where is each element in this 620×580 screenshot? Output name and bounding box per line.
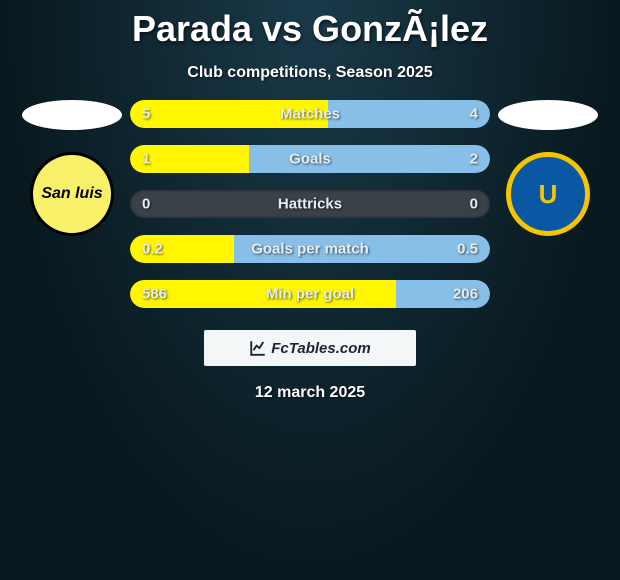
left-badge-text: San luis — [41, 185, 102, 203]
stat-bar: 0 0 Hattricks — [130, 190, 490, 218]
right-club-badge: U — [506, 152, 590, 236]
right-side: U — [498, 100, 598, 236]
bar-fill-right — [249, 145, 490, 173]
right-badge-text: U — [539, 180, 558, 209]
stat-bar: 5 4 Matches — [130, 100, 490, 128]
left-club-badge: San luis — [30, 152, 114, 236]
bar-fill-left — [130, 280, 396, 308]
stat-bars: 5 4 Matches 1 2 Goals 0 0 Hattricks 0.2 0.5 Goals p… — [130, 100, 490, 308]
bar-value-right: 0 — [470, 196, 478, 213]
date-text: 12 march 2025 — [0, 384, 620, 402]
chart-icon — [249, 339, 267, 357]
bar-value-right: 2 — [470, 151, 478, 168]
comparison-row: San luis 54Matches12Goals00Hattricks0.20… — [0, 100, 620, 308]
bar-value-left: 5 — [142, 106, 150, 123]
bar-label: Matches — [280, 106, 340, 123]
brand-box: FcTables.com — [204, 330, 416, 366]
stat-bar: 1 2 Goals — [130, 145, 490, 173]
bar-value-left: 586 — [142, 286, 167, 303]
bar-value-right: 4 — [470, 106, 478, 123]
bar-label: Goals per match — [251, 241, 369, 258]
subtitle: Club competitions, Season 2025 — [0, 64, 620, 82]
left-name-pill — [22, 100, 122, 130]
right-name-pill — [498, 100, 598, 130]
bar-label: Min per goal — [266, 286, 354, 303]
page-title: Parada vs GonzÃ¡lez — [0, 0, 620, 50]
bar-label: Hattricks — [278, 196, 342, 213]
bar-value-right: 0.5 — [457, 241, 478, 258]
brand-label: FcTables.com — [271, 340, 370, 357]
bar-value-right: 206 — [453, 286, 478, 303]
bar-value-left: 0 — [142, 196, 150, 213]
bar-value-left: 0.2 — [142, 241, 163, 258]
bar-fill-right — [328, 100, 490, 128]
left-side: San luis — [22, 100, 122, 236]
stat-bar: 586 206 Min per goal — [130, 280, 490, 308]
bar-label: Goals — [289, 151, 331, 168]
stat-bar: 0.2 0.5 Goals per match — [130, 235, 490, 263]
bar-value-left: 1 — [142, 151, 150, 168]
